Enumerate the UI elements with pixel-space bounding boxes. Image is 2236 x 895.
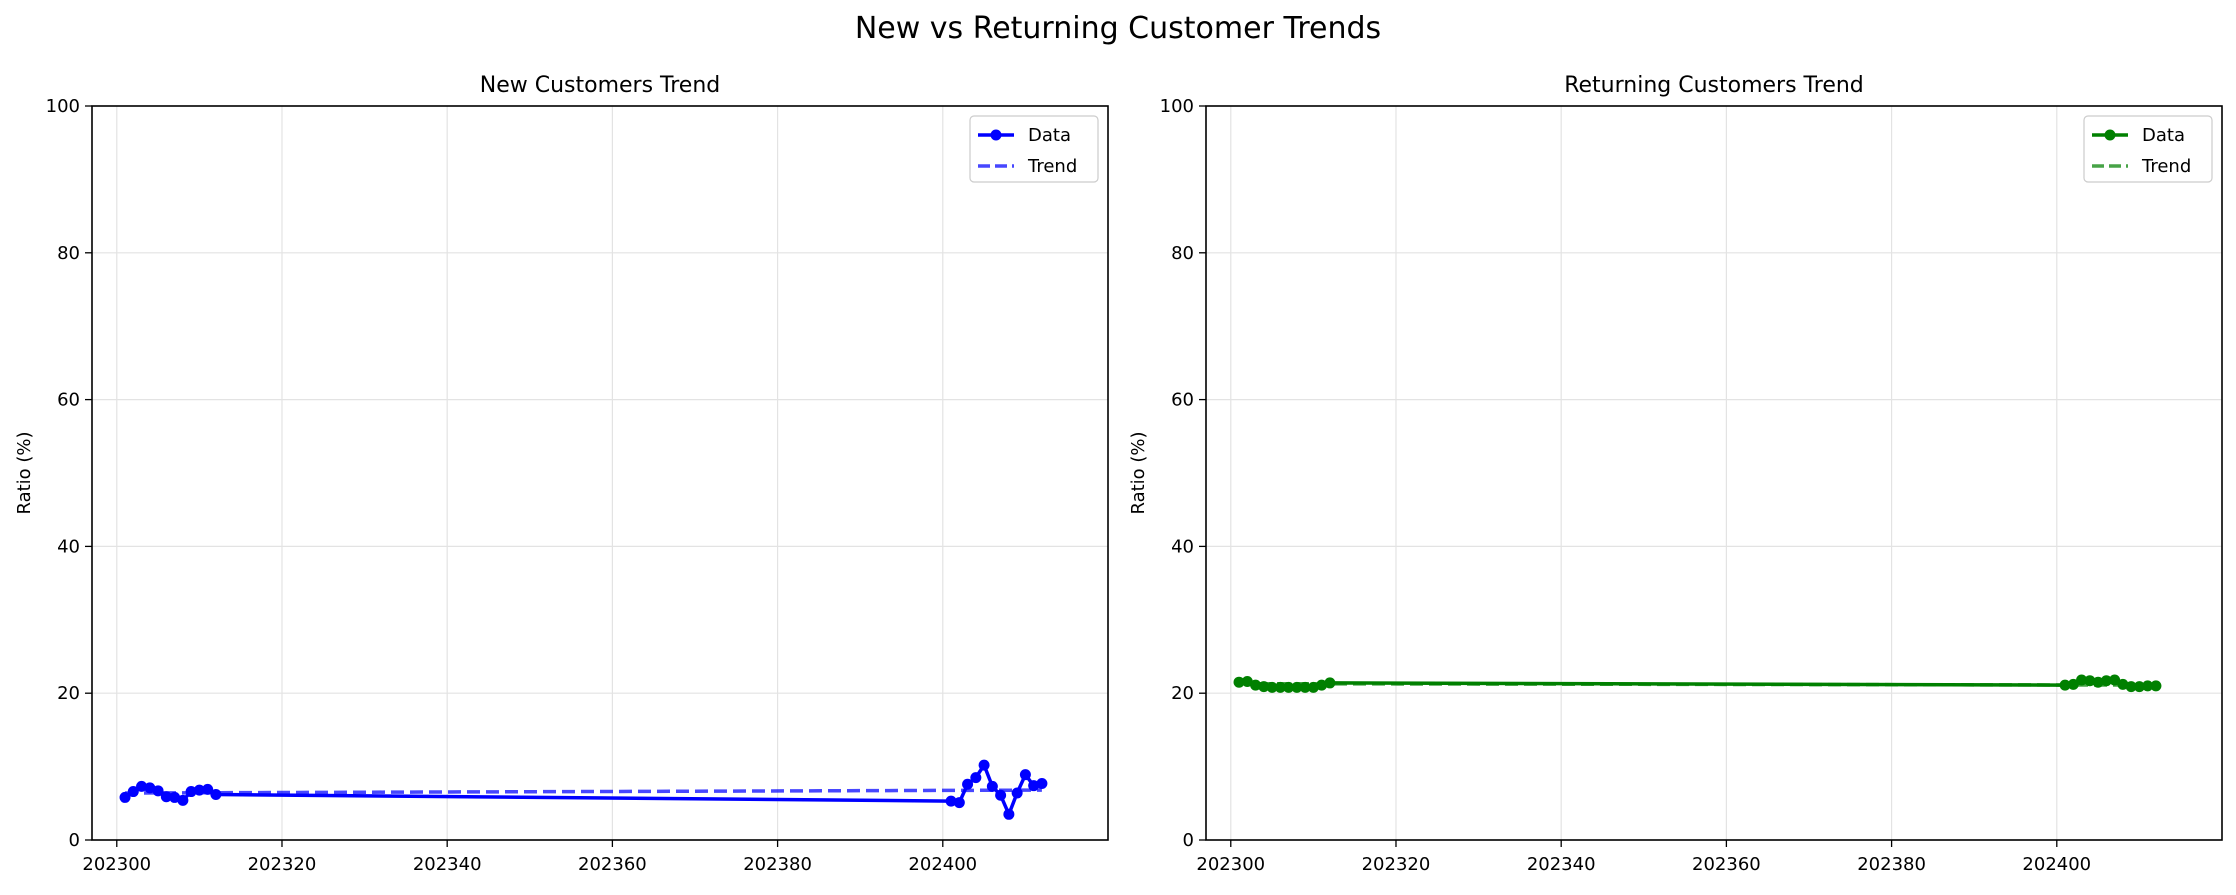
y-tick-label: 0 bbox=[1183, 830, 1194, 851]
data-point bbox=[2142, 680, 2154, 692]
data-point bbox=[995, 789, 1007, 801]
axes-frame bbox=[1205, 105, 2223, 841]
x-tick-label: 202400 bbox=[2022, 854, 2091, 875]
data-point bbox=[2076, 674, 2088, 686]
y-tick-label: 100 bbox=[46, 96, 80, 117]
y-tick-label: 80 bbox=[57, 243, 80, 264]
x-tick-label: 202300 bbox=[82, 854, 151, 875]
data-point bbox=[2067, 678, 2079, 690]
y-tick-label: 60 bbox=[1171, 390, 1194, 411]
chart-title: Returning Customers Trend bbox=[1564, 73, 1864, 98]
y-tick-label: 60 bbox=[57, 390, 80, 411]
legend-label: Trend bbox=[2141, 156, 2191, 177]
x-tick-label: 202300 bbox=[1196, 854, 1265, 875]
legend-label: Trend bbox=[1027, 156, 1077, 177]
y-tick-label: 100 bbox=[1160, 96, 1194, 117]
new-customers-chart: 202300 202320 202340 202360 202380 202400 0 20 4… bbox=[14, 73, 1109, 875]
legend: Data Trend bbox=[2083, 115, 2213, 183]
x-tick-label: 202320 bbox=[1362, 854, 1431, 875]
chart-title: New Customers Trend bbox=[480, 73, 721, 98]
y-tick-label: 40 bbox=[1171, 536, 1194, 557]
legend-label: Data bbox=[1028, 125, 1071, 146]
trend-line bbox=[1238, 681, 2156, 687]
legend-swatch-marker bbox=[2104, 129, 2116, 141]
x-tick-label: 202360 bbox=[1692, 854, 1761, 875]
data-point bbox=[945, 795, 957, 807]
data-point bbox=[970, 772, 982, 784]
legend-swatch-marker bbox=[990, 129, 1002, 141]
x-tick-label: 202320 bbox=[248, 854, 317, 875]
figure-title: New vs Returning Customer Trends bbox=[855, 11, 1381, 46]
data-point bbox=[2109, 674, 2121, 686]
data-point bbox=[210, 788, 222, 800]
y-axis-label: Ratio (%) bbox=[14, 431, 35, 514]
data-point bbox=[962, 778, 974, 790]
data-point bbox=[953, 797, 965, 809]
x-tick-label: 202380 bbox=[743, 854, 812, 875]
data-point bbox=[136, 780, 148, 792]
data-point bbox=[177, 794, 189, 806]
data-point bbox=[144, 782, 156, 794]
data-point bbox=[2150, 680, 2162, 692]
returning-customers-chart: 202300 202320 202340 202360 202380 202400 0 20 4… bbox=[1128, 73, 2223, 875]
x-tick-label: 202340 bbox=[1527, 854, 1596, 875]
y-tick-label: 0 bbox=[69, 830, 80, 851]
x-tick-label: 202340 bbox=[413, 854, 482, 875]
data-point bbox=[978, 759, 990, 771]
legend: Data Trend bbox=[969, 115, 1099, 183]
y-tick-label: 20 bbox=[57, 683, 80, 704]
data-point bbox=[1019, 769, 1031, 781]
y-tick-label: 20 bbox=[1171, 683, 1194, 704]
trend-line bbox=[124, 788, 1042, 795]
y-tick-label: 80 bbox=[1171, 243, 1194, 264]
y-tick-label: 40 bbox=[57, 536, 80, 557]
x-tick-label: 202400 bbox=[908, 854, 977, 875]
data-point bbox=[1324, 677, 1336, 689]
data-point bbox=[1003, 808, 1015, 820]
x-tick-label: 202380 bbox=[1857, 854, 1926, 875]
x-tick-label: 202360 bbox=[578, 854, 647, 875]
legend-label: Data bbox=[2142, 125, 2185, 146]
data-point bbox=[1036, 777, 1048, 789]
data-point bbox=[169, 791, 181, 803]
axes-frame bbox=[91, 105, 1109, 841]
y-axis-label: Ratio (%) bbox=[1128, 431, 1149, 514]
